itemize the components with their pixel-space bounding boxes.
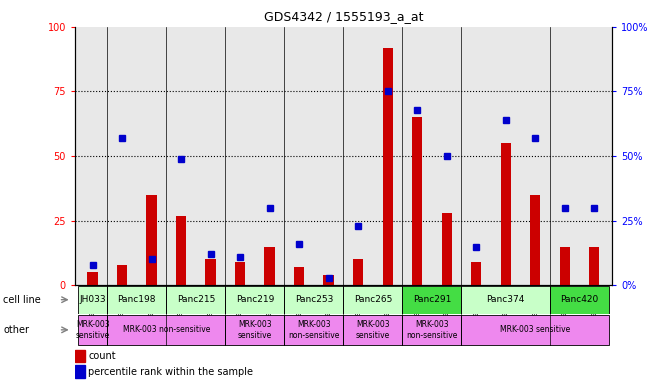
- Bar: [78, 286, 107, 313]
- Text: Panc219: Panc219: [236, 295, 274, 304]
- Text: MRK-003 non-sensitive: MRK-003 non-sensitive: [122, 325, 210, 334]
- Bar: [343, 315, 402, 345]
- Text: Panc374: Panc374: [486, 295, 525, 304]
- Bar: [78, 315, 107, 345]
- Bar: [107, 315, 225, 345]
- Text: other: other: [3, 325, 29, 335]
- Text: percentile rank within the sample: percentile rank within the sample: [89, 367, 253, 377]
- Text: MRK-003
sensitive: MRK-003 sensitive: [76, 320, 110, 339]
- Text: Panc420: Panc420: [561, 295, 599, 304]
- Bar: [75, 366, 85, 378]
- Text: count: count: [89, 351, 116, 361]
- Text: Panc253: Panc253: [295, 295, 333, 304]
- Bar: [107, 286, 167, 313]
- Bar: [412, 118, 422, 285]
- Bar: [176, 215, 186, 285]
- Text: Panc198: Panc198: [118, 295, 156, 304]
- Bar: [402, 286, 462, 313]
- Text: Panc215: Panc215: [176, 295, 215, 304]
- Bar: [294, 267, 304, 285]
- Title: GDS4342 / 1555193_a_at: GDS4342 / 1555193_a_at: [264, 10, 423, 23]
- Bar: [530, 195, 540, 285]
- Text: MRK-003 sensitive: MRK-003 sensitive: [500, 325, 570, 334]
- Bar: [324, 275, 334, 285]
- Bar: [146, 195, 157, 285]
- Bar: [501, 143, 511, 285]
- Bar: [284, 286, 344, 313]
- Bar: [383, 48, 393, 285]
- Bar: [75, 350, 85, 362]
- Bar: [225, 315, 284, 345]
- Text: JH033: JH033: [79, 295, 106, 304]
- Bar: [87, 272, 98, 285]
- Bar: [206, 260, 215, 285]
- Text: Panc291: Panc291: [413, 295, 451, 304]
- Bar: [441, 213, 452, 285]
- Bar: [264, 247, 275, 285]
- Bar: [560, 247, 570, 285]
- Text: Panc265: Panc265: [353, 295, 392, 304]
- Bar: [471, 262, 481, 285]
- Bar: [117, 265, 127, 285]
- Text: MRK-003
non-sensitive: MRK-003 non-sensitive: [288, 320, 340, 339]
- Bar: [284, 315, 344, 345]
- Bar: [167, 286, 225, 313]
- Bar: [550, 286, 609, 313]
- Bar: [462, 315, 609, 345]
- Bar: [225, 286, 284, 313]
- Text: MRK-003
sensitive: MRK-003 sensitive: [356, 320, 390, 339]
- Bar: [353, 260, 363, 285]
- Text: MRK-003
sensitive: MRK-003 sensitive: [238, 320, 272, 339]
- Bar: [462, 286, 550, 313]
- Bar: [589, 247, 600, 285]
- Text: MRK-003
non-sensitive: MRK-003 non-sensitive: [406, 320, 458, 339]
- Bar: [402, 315, 462, 345]
- Bar: [235, 262, 245, 285]
- Bar: [343, 286, 402, 313]
- Text: cell line: cell line: [3, 295, 41, 305]
